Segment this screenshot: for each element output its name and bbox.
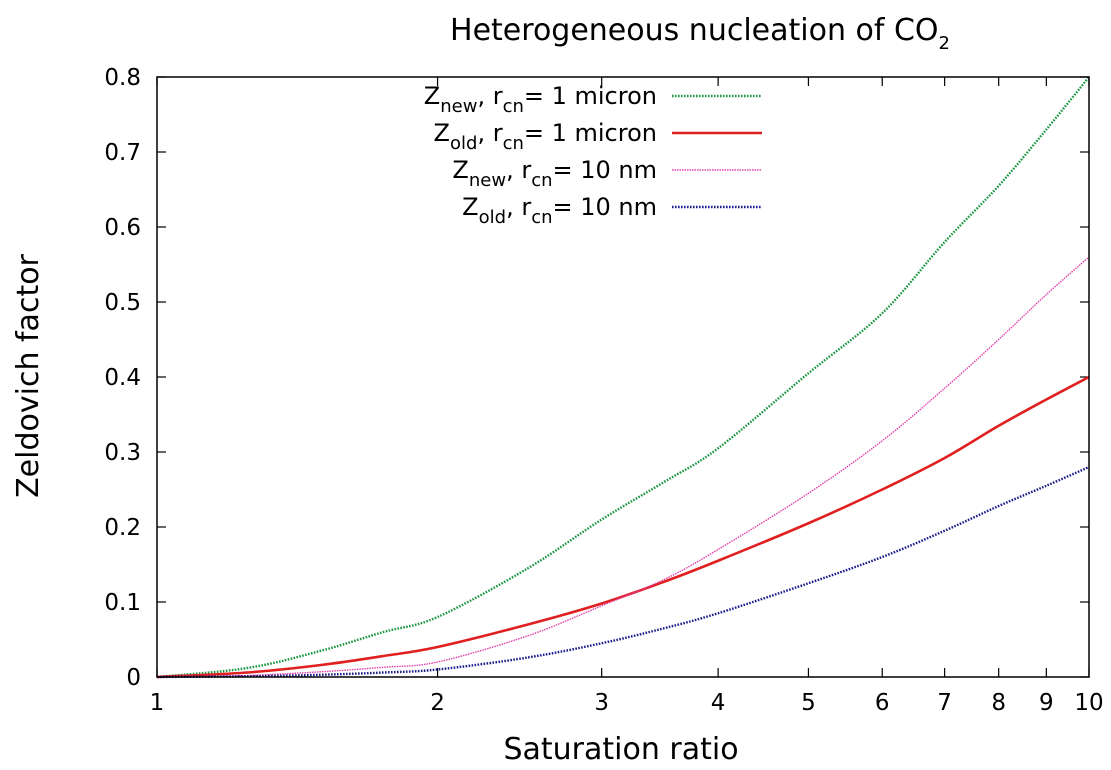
x-tick-label: 4 <box>711 690 726 716</box>
x-tick-label: 8 <box>991 690 1006 716</box>
x-tick-label: 5 <box>801 690 816 716</box>
plot-frame <box>156 76 1090 678</box>
title-subscript: 2 <box>939 33 950 54</box>
y-tick-label: 0.5 <box>104 290 141 316</box>
x-tick-label: 6 <box>875 690 890 716</box>
legend-label: Znew, rcn= 1 micron <box>424 82 657 117</box>
y-tick-label: 0.1 <box>104 590 141 616</box>
axis-ticks: 1 2 3 4 5 6 7 8 9 10 0 0.1 0.2 0.3 0.4 0.5 0.6 0.7 0.8 <box>104 65 1103 716</box>
svg-text:Heterogeneous nucleation of CO: Heterogeneous nucleation of CO2 <box>450 13 950 54</box>
chart-title: Heterogeneous nucleation of CO2 <box>450 13 950 54</box>
x-axis-title: Saturation ratio <box>503 732 738 767</box>
x-tick-label: 2 <box>430 690 445 716</box>
series-line-2 <box>156 375 1090 679</box>
legend-label: Znew, rcn= 10 nm <box>452 156 657 191</box>
y-tick-label: 0.4 <box>104 365 141 391</box>
y-tick-label: 0.6 <box>104 215 141 241</box>
legend-label: Zold, rcn= 10 nm <box>462 193 657 228</box>
y-tick-label: 0.3 <box>104 440 141 466</box>
x-tick-label: 7 <box>937 690 952 716</box>
legend-label: Zold, rcn= 1 micron <box>434 119 657 154</box>
x-tick-label: 10 <box>1074 690 1103 716</box>
y-tick-label: 0.2 <box>104 515 141 541</box>
y-tick-label: 0.8 <box>104 65 141 91</box>
title-text: Heterogeneous nucleation of CO <box>450 13 938 48</box>
y-axis-title: Zeldovich factor <box>11 253 46 497</box>
series-line-4 <box>156 465 1090 679</box>
y-tick-label: 0.7 <box>104 140 141 166</box>
x-tick-label: 9 <box>1039 690 1054 716</box>
x-tick-label: 3 <box>594 690 609 716</box>
series-lines <box>156 76 1090 679</box>
x-tick-label: 1 <box>150 690 165 716</box>
series-line-3 <box>156 256 1090 678</box>
y-tick-label: 0 <box>126 665 141 691</box>
